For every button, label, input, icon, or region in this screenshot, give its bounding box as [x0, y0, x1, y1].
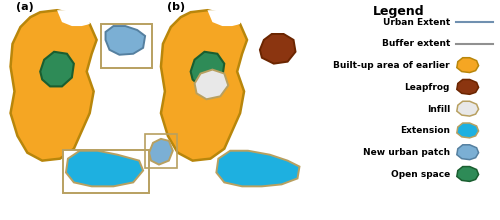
- Polygon shape: [208, 10, 240, 26]
- Text: New urban patch: New urban patch: [363, 148, 450, 157]
- Polygon shape: [457, 167, 478, 181]
- Polygon shape: [40, 52, 74, 86]
- Polygon shape: [457, 101, 478, 116]
- Polygon shape: [57, 10, 90, 26]
- Text: Built-up area of earlier: Built-up area of earlier: [334, 61, 450, 70]
- Text: (a): (a): [16, 2, 34, 12]
- Polygon shape: [149, 139, 173, 165]
- Polygon shape: [457, 79, 478, 94]
- Polygon shape: [457, 58, 478, 73]
- Polygon shape: [194, 70, 228, 99]
- Polygon shape: [216, 151, 300, 186]
- Text: Open space: Open space: [390, 170, 450, 179]
- Polygon shape: [190, 52, 224, 86]
- Text: Legend: Legend: [372, 5, 424, 18]
- Polygon shape: [260, 34, 296, 64]
- Polygon shape: [106, 26, 145, 55]
- Text: Urban Extent: Urban Extent: [382, 18, 450, 27]
- Text: Leapfrog: Leapfrog: [404, 83, 450, 92]
- Text: Infill: Infill: [426, 105, 450, 114]
- Polygon shape: [161, 10, 247, 161]
- Text: Buffer extent: Buffer extent: [382, 39, 450, 48]
- Polygon shape: [66, 151, 143, 186]
- Polygon shape: [457, 123, 478, 138]
- Polygon shape: [10, 10, 96, 161]
- FancyBboxPatch shape: [63, 150, 149, 193]
- Text: Extension: Extension: [400, 126, 450, 136]
- Text: (b): (b): [167, 2, 185, 12]
- Polygon shape: [457, 145, 478, 160]
- FancyBboxPatch shape: [100, 24, 152, 68]
